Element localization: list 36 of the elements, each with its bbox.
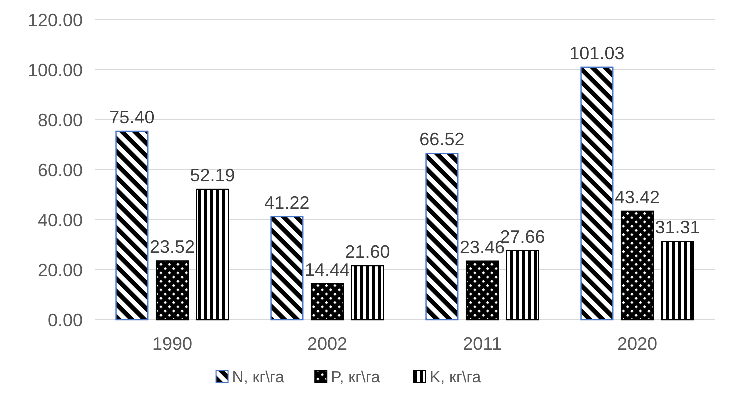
data-label: 43.42 bbox=[614, 187, 660, 208]
legend-label: N, кг\га bbox=[232, 370, 285, 387]
bar bbox=[351, 265, 384, 321]
y-tick-label: 80.00 bbox=[38, 110, 83, 130]
data-label: 21.60 bbox=[345, 242, 390, 262]
y-tick-label: 0.00 bbox=[48, 310, 83, 330]
legend-label: P, кг\га bbox=[331, 370, 380, 387]
data-label: 52.19 bbox=[190, 166, 236, 186]
bar bbox=[156, 260, 190, 321]
y-tick-label: 20.00 bbox=[38, 260, 83, 280]
bar bbox=[196, 188, 230, 321]
x-tick-label: 1990 bbox=[152, 334, 193, 354]
bar bbox=[270, 216, 304, 321]
bar bbox=[426, 153, 459, 321]
x-tick-label: 2020 bbox=[617, 334, 658, 354]
data-label: 31.31 bbox=[655, 218, 700, 238]
data-label: 41.22 bbox=[264, 192, 310, 213]
data-label: 75.40 bbox=[110, 108, 155, 128]
data-label: 101.03 bbox=[570, 43, 625, 64]
y-tick-label: 100.00 bbox=[28, 60, 83, 80]
bar bbox=[466, 260, 500, 321]
y-tick-label: 40.00 bbox=[38, 210, 83, 230]
data-label: 66.52 bbox=[420, 130, 465, 150]
data-label: 23.52 bbox=[150, 237, 196, 258]
bar bbox=[506, 250, 540, 321]
bar bbox=[310, 283, 344, 321]
y-tick-label: 60.00 bbox=[38, 160, 83, 180]
x-tick-label: 2011 bbox=[463, 334, 502, 354]
x-tick-label: 2002 bbox=[307, 334, 348, 354]
legend-label: K, кг\га bbox=[430, 370, 482, 387]
data-label: 14.44 bbox=[304, 260, 350, 280]
bar bbox=[580, 66, 614, 321]
bar bbox=[620, 210, 654, 321]
y-tick-label: 120.00 bbox=[28, 10, 83, 30]
bar bbox=[661, 241, 694, 321]
bar bbox=[116, 130, 149, 321]
